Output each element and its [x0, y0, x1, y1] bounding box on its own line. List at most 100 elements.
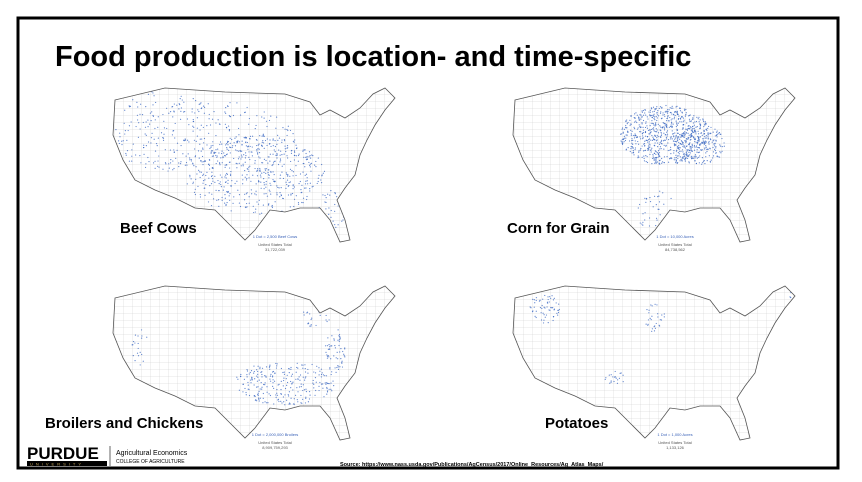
dot — [208, 192, 210, 194]
dot — [224, 197, 226, 199]
dot — [341, 362, 343, 364]
dot — [224, 144, 227, 146]
dot — [297, 367, 299, 369]
dot — [184, 139, 186, 141]
dot — [685, 141, 687, 144]
dot — [287, 173, 289, 176]
dot — [623, 128, 625, 130]
dot — [257, 397, 260, 399]
dot — [204, 179, 206, 181]
dot — [236, 167, 238, 169]
dot — [660, 111, 662, 113]
dot — [221, 176, 223, 178]
dept: Agricultural Economics — [116, 450, 188, 457]
dot — [179, 163, 182, 165]
dot — [615, 377, 617, 379]
dots — [131, 311, 346, 406]
dot — [228, 195, 230, 197]
dot — [282, 177, 285, 180]
dot — [119, 132, 121, 134]
dot — [314, 377, 317, 379]
dot — [238, 150, 240, 152]
dot — [686, 150, 688, 152]
dot — [226, 141, 229, 144]
dot — [299, 173, 302, 175]
dot — [262, 140, 264, 142]
dot — [333, 339, 335, 341]
map-label: Beef Cows — [120, 220, 197, 237]
dot — [625, 134, 627, 136]
dot — [535, 316, 537, 319]
dot — [139, 155, 141, 157]
dot — [326, 357, 329, 359]
dot — [688, 162, 690, 164]
dot — [685, 145, 688, 147]
dot — [292, 185, 294, 187]
dot — [261, 116, 263, 118]
dot — [311, 317, 313, 319]
dot — [213, 152, 215, 154]
dot — [638, 156, 640, 158]
total-label: United States Total — [258, 242, 292, 247]
dot — [298, 182, 300, 185]
dot — [310, 324, 312, 326]
dot — [324, 375, 326, 377]
dot — [649, 125, 651, 127]
dot — [670, 157, 672, 159]
dot — [539, 299, 541, 301]
dot — [663, 144, 665, 146]
dot — [658, 162, 660, 164]
dot — [258, 156, 260, 158]
dot — [135, 125, 137, 128]
dot — [637, 143, 640, 145]
dot — [663, 156, 666, 158]
dot — [278, 187, 280, 189]
dot — [244, 387, 246, 390]
dot — [245, 145, 247, 147]
dot — [683, 135, 685, 137]
dot — [291, 149, 293, 152]
dot — [539, 306, 542, 309]
dot — [612, 376, 614, 378]
dot — [132, 99, 134, 101]
dot — [329, 367, 331, 369]
dot — [178, 165, 180, 168]
dot — [206, 144, 208, 146]
dot — [248, 117, 251, 120]
dot — [344, 347, 346, 349]
dot — [192, 182, 194, 185]
dot — [284, 404, 286, 406]
dot — [337, 329, 339, 331]
dot — [212, 180, 214, 182]
dot — [668, 109, 670, 111]
dot — [246, 106, 248, 109]
dot — [639, 203, 641, 206]
dot — [686, 153, 688, 155]
dot — [648, 225, 651, 227]
dot — [290, 194, 292, 196]
dot — [291, 169, 293, 172]
dot — [248, 373, 250, 375]
dot — [635, 136, 638, 139]
dot — [659, 190, 661, 192]
dot — [237, 378, 239, 380]
dot — [689, 147, 691, 149]
dot — [694, 157, 696, 159]
dot — [324, 382, 326, 384]
dot — [334, 192, 336, 195]
dot — [264, 401, 266, 403]
dot — [184, 110, 186, 113]
dot — [672, 123, 674, 125]
dot — [633, 154, 635, 156]
dot — [269, 153, 271, 155]
dot — [224, 176, 226, 178]
dot — [630, 129, 632, 131]
dot — [259, 397, 261, 399]
dot — [550, 297, 552, 299]
dot — [292, 389, 294, 391]
dot — [557, 309, 559, 311]
dot — [654, 150, 656, 152]
dot — [712, 146, 714, 149]
